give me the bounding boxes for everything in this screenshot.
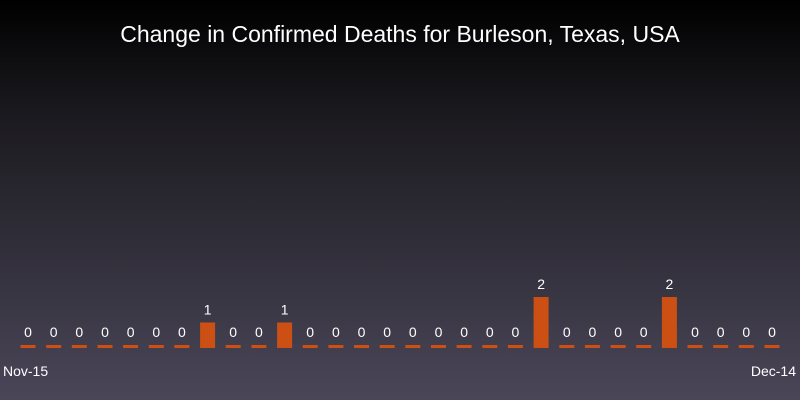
bar bbox=[507, 345, 523, 348]
bar bbox=[713, 345, 729, 348]
data-label: 0 bbox=[768, 324, 776, 340]
bar bbox=[533, 297, 549, 348]
chart-title: Change in Confirmed Deaths for Burleson,… bbox=[120, 21, 680, 47]
bar bbox=[482, 345, 498, 348]
data-label: 0 bbox=[75, 324, 83, 340]
data-label: 0 bbox=[563, 324, 571, 340]
data-label: 1 bbox=[204, 302, 212, 318]
bar bbox=[200, 322, 216, 348]
data-label: 0 bbox=[486, 324, 494, 340]
bar bbox=[225, 345, 241, 348]
data-label: 0 bbox=[152, 324, 160, 340]
data-label: 0 bbox=[24, 324, 32, 340]
bar bbox=[46, 345, 62, 348]
data-label: 0 bbox=[255, 324, 263, 340]
data-label: 0 bbox=[435, 324, 443, 340]
data-label: 0 bbox=[742, 324, 750, 340]
data-label: 0 bbox=[640, 324, 648, 340]
data-label: 2 bbox=[537, 276, 545, 292]
bar bbox=[636, 345, 652, 348]
data-label: 0 bbox=[717, 324, 725, 340]
data-label: 0 bbox=[306, 324, 314, 340]
data-label: 0 bbox=[691, 324, 699, 340]
bar bbox=[379, 345, 395, 348]
data-label: 0 bbox=[50, 324, 58, 340]
data-label: 0 bbox=[358, 324, 366, 340]
bar bbox=[20, 345, 36, 348]
data-label: 0 bbox=[127, 324, 135, 340]
bar bbox=[277, 322, 293, 348]
data-label: 0 bbox=[460, 324, 468, 340]
bar bbox=[302, 345, 318, 348]
data-label: 0 bbox=[332, 324, 340, 340]
bar bbox=[328, 345, 344, 348]
bar bbox=[148, 345, 164, 348]
bar bbox=[71, 345, 87, 348]
data-label: 0 bbox=[512, 324, 520, 340]
x-tick-label-end: Dec-14 bbox=[750, 363, 796, 379]
bar bbox=[559, 345, 575, 348]
data-label: 0 bbox=[101, 324, 109, 340]
data-label: 2 bbox=[666, 276, 674, 292]
bar bbox=[251, 345, 267, 348]
bar bbox=[354, 345, 369, 348]
x-tick-label-start: Nov-15 bbox=[3, 363, 49, 379]
bar bbox=[764, 345, 780, 348]
data-label: 0 bbox=[589, 324, 597, 340]
data-label: 0 bbox=[409, 324, 417, 340]
bar bbox=[687, 345, 703, 348]
bar bbox=[431, 345, 446, 348]
bar bbox=[174, 345, 190, 348]
bar bbox=[123, 345, 139, 348]
bar bbox=[610, 345, 626, 348]
bar bbox=[456, 345, 472, 348]
bar bbox=[405, 345, 421, 348]
bar bbox=[584, 345, 600, 348]
data-label: 0 bbox=[614, 324, 622, 340]
data-label: 0 bbox=[229, 324, 237, 340]
data-label: 0 bbox=[178, 324, 186, 340]
bar bbox=[661, 297, 677, 348]
data-label: 0 bbox=[383, 324, 391, 340]
bar bbox=[97, 345, 113, 348]
bar bbox=[738, 345, 754, 348]
data-label: 1 bbox=[281, 302, 289, 318]
